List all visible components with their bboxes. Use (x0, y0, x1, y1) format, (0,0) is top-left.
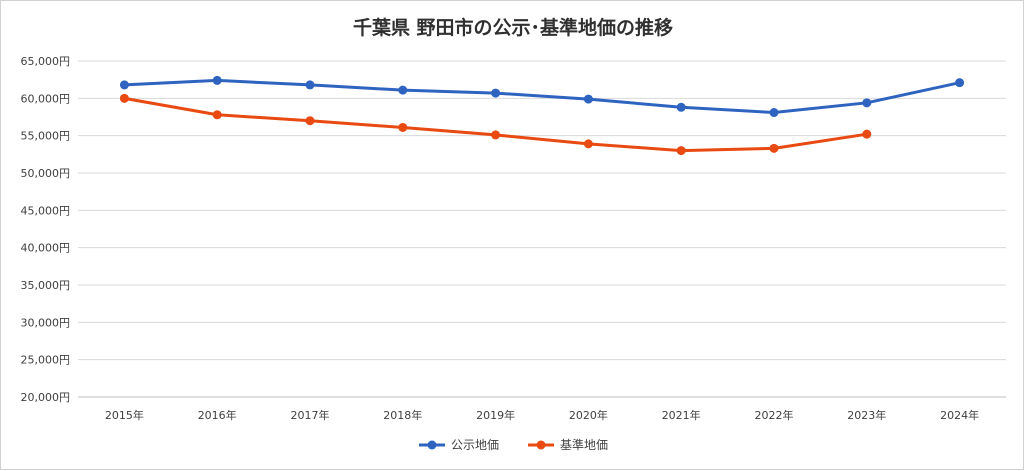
series-line (122, 78, 962, 115)
series-line (122, 96, 869, 153)
y-tick-label: 50,000円 (21, 167, 71, 180)
data-point (491, 88, 501, 98)
data-point (305, 80, 315, 90)
y-tick-label: 40,000円 (21, 242, 71, 255)
x-tick-label: 2020年 (569, 408, 608, 422)
x-tick-label: 2019年 (476, 408, 515, 422)
y-axis: 20,000円 25,000円 30,000円 35,000円 40,000円 45,00… (21, 55, 71, 404)
data-point (212, 75, 222, 85)
y-tick-label: 65,000円 (21, 55, 71, 68)
data-point (676, 146, 686, 156)
y-tick-label: 45,000円 (21, 204, 71, 217)
data-point (398, 122, 408, 132)
series-1 (119, 75, 965, 118)
legend-label: 公示地価 (451, 438, 499, 452)
x-tick-label: 2016年 (198, 408, 237, 422)
data-point (212, 110, 222, 120)
data-point (769, 143, 779, 153)
series-layer (119, 75, 965, 156)
data-point (955, 78, 965, 88)
x-axis: 2015年 2016年 2017年 2018年 2019年 2020年 2021年 2022年… (105, 408, 979, 422)
legend-marker (427, 440, 437, 450)
x-tick-label: 2023年 (847, 408, 886, 422)
data-point (119, 93, 129, 103)
data-point (862, 98, 872, 108)
x-tick-label: 2022年 (755, 408, 794, 422)
legend-label: 基準地価 (560, 437, 608, 452)
data-point (119, 80, 129, 90)
data-point (583, 139, 593, 149)
x-tick-label: 2018年 (383, 408, 422, 422)
legend-item: 公示地価 (419, 438, 499, 452)
y-tick-label: 55,000円 (21, 130, 71, 143)
data-point (398, 85, 408, 95)
grid-lines (78, 60, 1006, 398)
data-point (862, 129, 872, 139)
data-point (491, 130, 501, 140)
x-tick-label: 2024年 (940, 408, 979, 422)
y-tick-label: 60,000円 (21, 92, 71, 105)
x-tick-label: 2017年 (291, 408, 330, 422)
data-point (583, 94, 593, 104)
x-tick-label: 2015年 (105, 408, 144, 422)
chart-title: 千葉県 野田市の公示･基準地価の推移 (353, 16, 673, 39)
legend-marker (536, 440, 546, 450)
legend-item: 基準地価 (528, 437, 608, 452)
legend: 公示地価 基準地価 (419, 437, 608, 452)
data-point (769, 108, 779, 118)
y-tick-label: 25,000円 (21, 354, 71, 367)
x-tick-label: 2021年 (662, 408, 701, 422)
y-tick-label: 35,000円 (21, 279, 71, 292)
series-2 (119, 93, 872, 156)
y-tick-label: 20,000円 (21, 391, 71, 404)
data-point (305, 116, 315, 126)
data-point (676, 102, 686, 112)
y-tick-label: 30,000円 (21, 316, 71, 329)
